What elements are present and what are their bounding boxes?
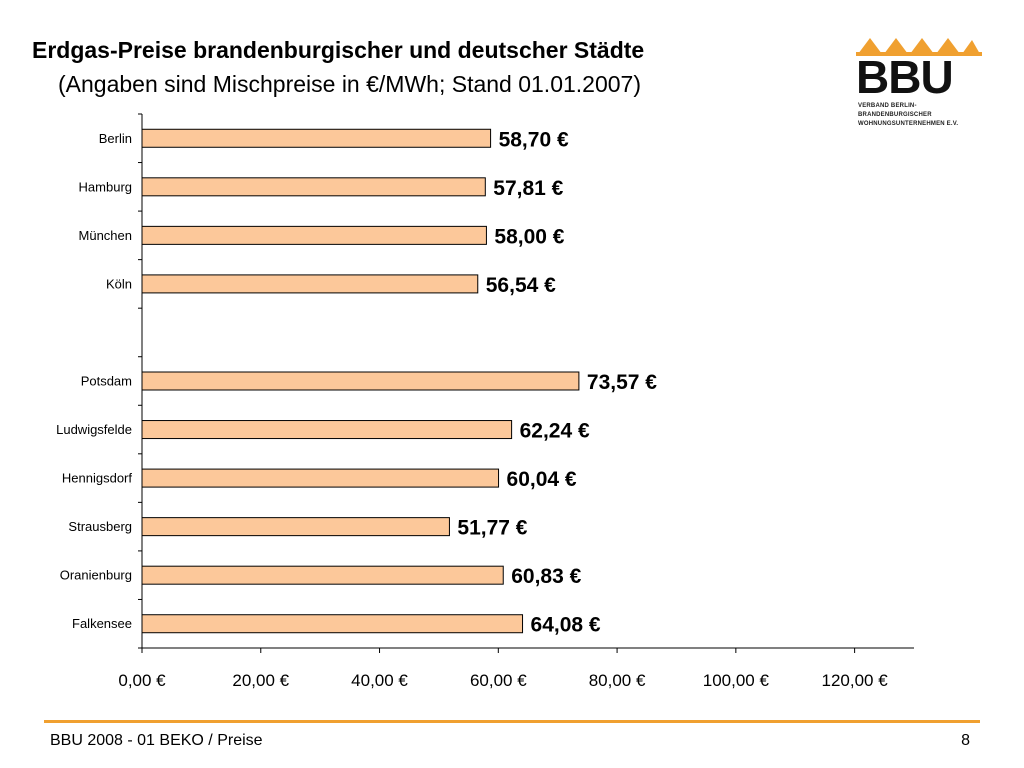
data-label: 73,57 € <box>587 371 657 394</box>
x-tick-label: 20,00 € <box>232 671 289 690</box>
chart-title: Erdgas-Preise brandenburgischer und deut… <box>32 37 645 63</box>
logo-subtitle: VERBAND BERLIN- BRANDENBURGISCHER WOHNUN… <box>858 102 988 129</box>
data-label: 56,54 € <box>486 274 556 297</box>
bar <box>141 371 580 391</box>
x-tick-label: 100,00 € <box>703 671 770 690</box>
bbu-logo: BBU VERBAND BERLIN- BRANDENBURGISCHER WO… <box>856 34 986 127</box>
bar <box>141 517 450 537</box>
footer-text: BBU 2008 - 01 BEKO / Preise <box>50 732 263 749</box>
data-label: 51,77 € <box>457 517 527 540</box>
bar <box>141 565 504 585</box>
bar <box>141 468 500 488</box>
category-label: Oranienburg <box>60 568 132 583</box>
footer-divider <box>44 720 980 723</box>
category-label: Ludwigsfelde <box>56 422 132 437</box>
chart-subtitle: (Angaben sind Mischpreise in €/MWh; Stan… <box>58 71 641 97</box>
data-label: 58,70 € <box>499 128 569 151</box>
bar <box>141 177 486 197</box>
bar <box>141 225 487 245</box>
category-label: Strausberg <box>68 519 132 534</box>
category-label: Berlin <box>99 131 132 146</box>
bar <box>141 614 524 634</box>
logo-roof-icon <box>856 38 982 56</box>
page-number: 8 <box>961 732 970 749</box>
category-label: München <box>79 228 132 243</box>
x-tick-label: 80,00 € <box>589 671 646 690</box>
bar <box>141 420 513 440</box>
logo-text: BBU <box>856 51 954 103</box>
data-label: 62,24 € <box>520 420 590 443</box>
category-label: Potsdam <box>81 374 132 389</box>
category-label: Falkensee <box>72 616 132 631</box>
data-label: 60,83 € <box>511 565 581 588</box>
x-tick-label: 0,00 € <box>118 671 166 690</box>
bar <box>141 274 479 294</box>
category-label: Hamburg <box>79 179 132 194</box>
x-tick-label: 120,00 € <box>822 671 889 690</box>
data-label: 60,04 € <box>507 468 577 491</box>
x-tick-label: 40,00 € <box>351 671 408 690</box>
data-label: 58,00 € <box>494 225 564 248</box>
logo-subtitle-line2: WOHNUNGSUNTERNEHMEN E.V. <box>858 121 959 127</box>
bar <box>141 128 492 148</box>
data-label: 57,81 € <box>493 177 563 200</box>
data-label: 64,08 € <box>531 614 601 637</box>
category-label: Hennigsdorf <box>62 471 132 486</box>
logo-subtitle-line1: VERBAND BERLIN- BRANDENBURGISCHER <box>858 103 932 118</box>
category-label: Köln <box>106 276 132 291</box>
x-tick-label: 60,00 € <box>470 671 527 690</box>
